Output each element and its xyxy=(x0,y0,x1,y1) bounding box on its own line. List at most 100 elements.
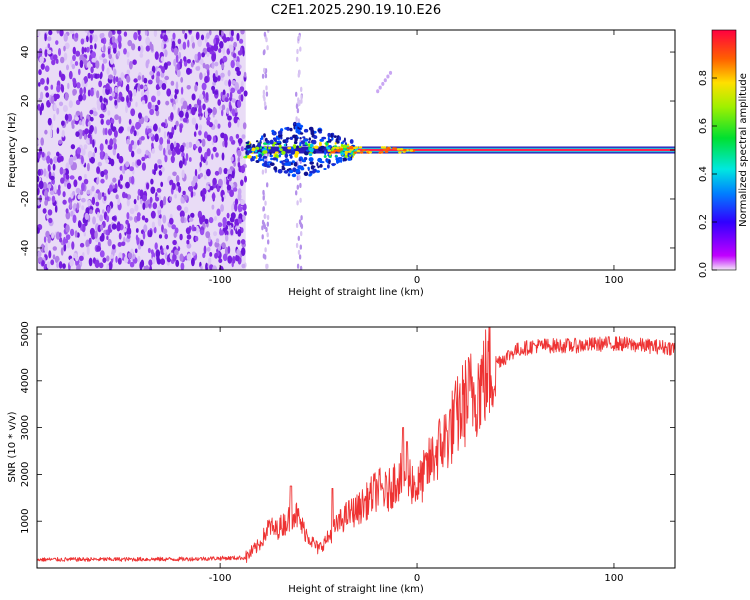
noise-speck xyxy=(243,210,247,216)
noise-speck xyxy=(59,232,62,238)
noise-speck xyxy=(226,107,230,115)
noise-speck xyxy=(234,218,240,227)
noise-speck xyxy=(87,121,91,127)
noise-speck xyxy=(194,53,198,61)
noise-speck xyxy=(149,265,152,270)
noise-speck xyxy=(111,90,116,98)
signal-onset-blob xyxy=(255,146,260,150)
spectrogram-ticks: -100 0 100 -40 -20 0 20 40 xyxy=(20,30,675,286)
noise-speck xyxy=(237,89,242,95)
signal-onset-blob xyxy=(257,142,262,148)
noise-speck xyxy=(57,188,61,196)
signal-onset-blob xyxy=(279,148,283,152)
noise-speck xyxy=(170,155,175,164)
noise-speck xyxy=(100,224,104,231)
signal-onset-blob xyxy=(293,161,298,167)
signal-onset-blob xyxy=(333,135,337,138)
noise-speck xyxy=(182,117,188,123)
noise-speck xyxy=(203,131,208,139)
noise-speck xyxy=(205,231,211,239)
noise-speck xyxy=(237,192,242,201)
noise-speck xyxy=(180,196,184,204)
noise-speck xyxy=(170,93,173,99)
noise-speck xyxy=(207,257,212,265)
noise-speck xyxy=(148,259,153,267)
sparse-speck xyxy=(264,213,267,219)
signal-onset-blob xyxy=(327,136,330,141)
noise-speck xyxy=(81,182,85,192)
noise-speck xyxy=(44,189,48,198)
signal-onset-blob xyxy=(334,154,338,157)
noise-speck xyxy=(109,56,114,65)
noise-speck xyxy=(186,234,192,240)
noise-speck xyxy=(127,252,133,259)
sparse-speck xyxy=(264,200,267,206)
sparse-speck xyxy=(295,190,298,196)
noise-speck xyxy=(79,87,83,96)
noise-speck xyxy=(97,73,100,79)
signal-onset-blob xyxy=(287,146,292,150)
noise-speck xyxy=(40,63,45,70)
noise-speck xyxy=(68,70,73,80)
noise-speck xyxy=(160,258,166,266)
noise-speck xyxy=(153,226,157,234)
snr-series-line xyxy=(37,327,675,563)
signal-onset-blob xyxy=(342,157,347,162)
noise-speck xyxy=(206,119,211,126)
noise-speck xyxy=(101,192,105,197)
noise-speck xyxy=(222,253,228,262)
noise-speck xyxy=(191,251,196,256)
noise-speck xyxy=(48,250,52,259)
sparse-speck xyxy=(264,68,268,74)
noise-speck xyxy=(209,186,214,191)
noise-speck xyxy=(54,184,57,194)
snr-ylabel: SNR (10 * v/v) xyxy=(7,411,18,482)
noise-speck xyxy=(78,120,83,126)
colorbar-frame xyxy=(711,29,737,271)
noise-speck xyxy=(237,100,242,108)
noise-speck xyxy=(186,239,190,245)
noise-speck xyxy=(242,122,247,130)
noise-speck xyxy=(236,248,241,256)
noise-speck xyxy=(161,30,167,34)
noise-speck xyxy=(229,224,232,231)
noise-speck xyxy=(173,103,176,111)
noise-speck xyxy=(163,247,167,255)
noise-speck xyxy=(126,51,130,58)
noise-speck xyxy=(164,154,168,163)
noise-speck xyxy=(175,175,180,183)
noise-speck xyxy=(226,212,230,219)
noise-speck xyxy=(234,203,238,212)
noise-speck xyxy=(93,193,99,199)
noise-speck xyxy=(154,133,159,143)
noise-speck xyxy=(94,43,97,50)
noise-speck xyxy=(158,234,163,239)
noise-speck xyxy=(183,56,187,62)
noise-speck xyxy=(101,53,106,58)
noise-speck xyxy=(111,216,117,221)
noise-speck xyxy=(91,57,96,63)
noise-speck xyxy=(89,34,93,44)
noise-speck xyxy=(188,157,192,162)
noise-speck xyxy=(241,134,246,140)
noise-speck xyxy=(205,185,210,191)
noise-speck xyxy=(203,245,207,255)
colorbar-label: Normalized spectral amplitude xyxy=(738,73,749,227)
signal-hot-spot xyxy=(333,149,338,152)
signal-onset-blob xyxy=(323,168,327,170)
noise-speck xyxy=(231,171,235,179)
signal-onset-blob xyxy=(303,128,309,133)
noise-speck xyxy=(233,161,236,167)
noise-speck xyxy=(47,235,51,244)
signal-onset-blob xyxy=(296,145,299,149)
sparse-speck xyxy=(265,91,269,97)
noise-speck xyxy=(62,191,66,198)
noise-speck xyxy=(151,221,155,229)
noise-speck xyxy=(200,229,205,236)
signal-onset-blob xyxy=(342,140,346,143)
signal-onset-blob xyxy=(265,140,270,144)
noise-speck xyxy=(115,255,118,263)
signal-hot-spot xyxy=(368,151,373,154)
noise-speck xyxy=(195,123,199,131)
signal-onset-blob xyxy=(303,157,308,161)
